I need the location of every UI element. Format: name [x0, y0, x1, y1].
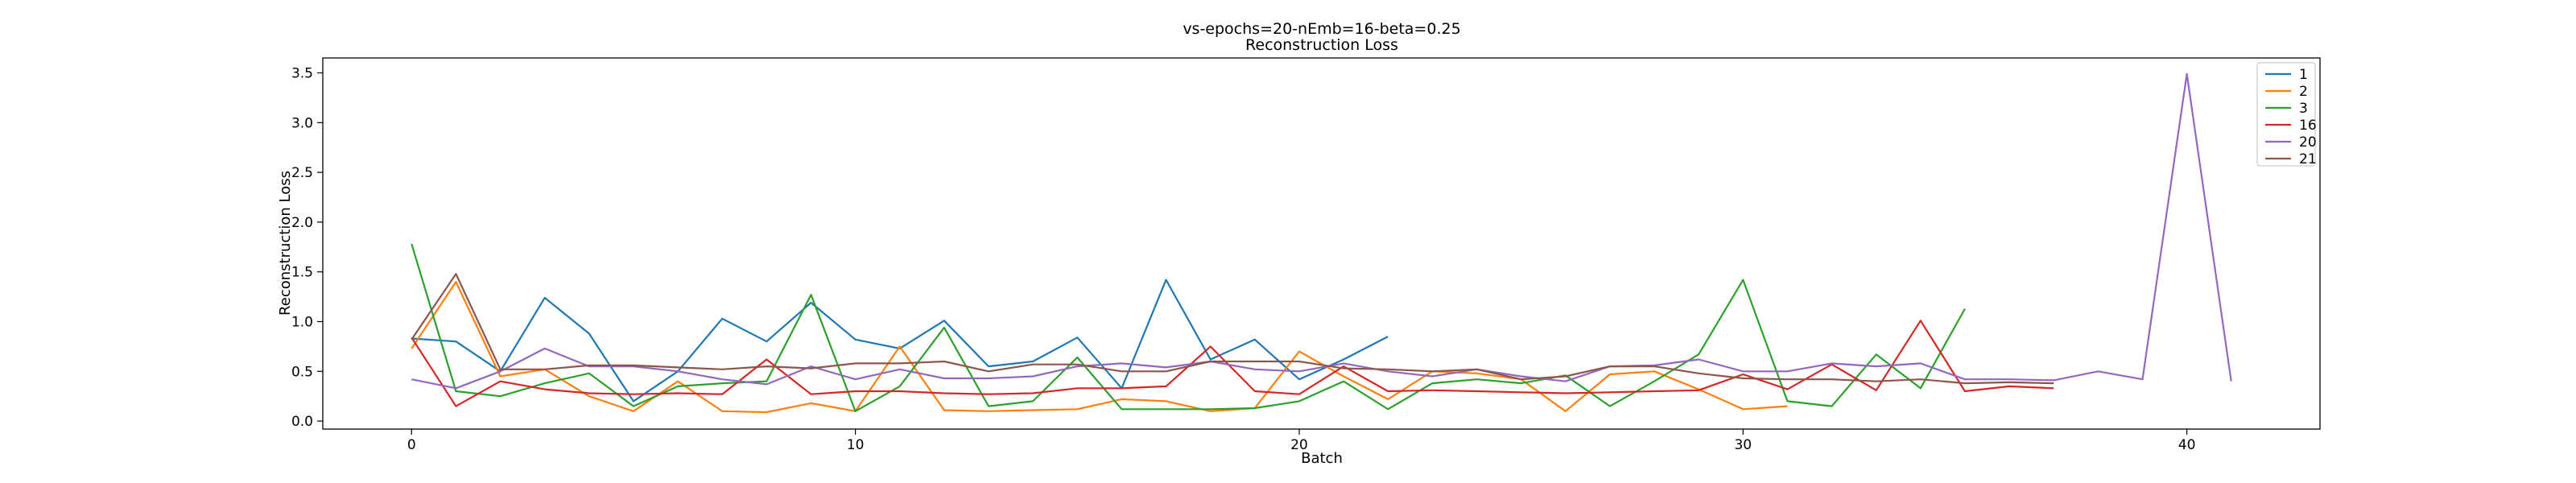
legend-label: 1: [2299, 67, 2308, 83]
chart-title: vs-epochs=20-nEmb=16-beta=0.25: [1183, 20, 1460, 38]
series-line-16: [411, 320, 2054, 407]
y-tick-label: 3.5: [291, 66, 313, 82]
series-line-1: [411, 279, 1389, 402]
x-tick-label: 30: [1734, 437, 1752, 453]
y-tick-label: 3.0: [291, 115, 313, 131]
series-line-20: [411, 72, 2232, 390]
y-tick-label: 2.0: [291, 215, 313, 231]
y-axis-ticks: 0.0 0.5 1.0 1.5 2.0 2.5 3.0 3.5: [291, 66, 323, 430]
y-axis-label: Reconstruction Loss: [277, 171, 294, 316]
y-tick-label: 0.0: [291, 414, 313, 430]
y-tick-label: 1.5: [291, 265, 313, 281]
legend-label: 20: [2299, 134, 2317, 151]
x-tick-label: 0: [407, 437, 416, 453]
x-tick-label: 20: [1290, 437, 1308, 453]
series-line-3: [411, 243, 1966, 412]
legend-label: 16: [2299, 118, 2317, 134]
x-axis-ticks: 0 10 20 30 40: [407, 429, 2196, 453]
x-tick-label: 10: [847, 437, 865, 453]
y-tick-label: 2.5: [291, 165, 313, 181]
series-line-2: [411, 281, 1788, 414]
plot-area-frame: [322, 57, 2321, 430]
legend-box: [2256, 62, 2316, 167]
legend-label: 3: [2299, 101, 2308, 117]
chart-subtitle: Reconstruction Loss: [1245, 36, 1398, 54]
x-axis-label: Batch: [1301, 450, 1343, 467]
x-tick-label: 40: [2178, 437, 2196, 453]
series-line-21: [411, 273, 2054, 385]
legend-label: 21: [2299, 151, 2317, 167]
plot-lines: [411, 72, 2232, 414]
y-tick-label: 0.5: [291, 364, 313, 380]
y-tick-label: 1.0: [291, 315, 313, 331]
legend-label: 2: [2299, 84, 2308, 100]
